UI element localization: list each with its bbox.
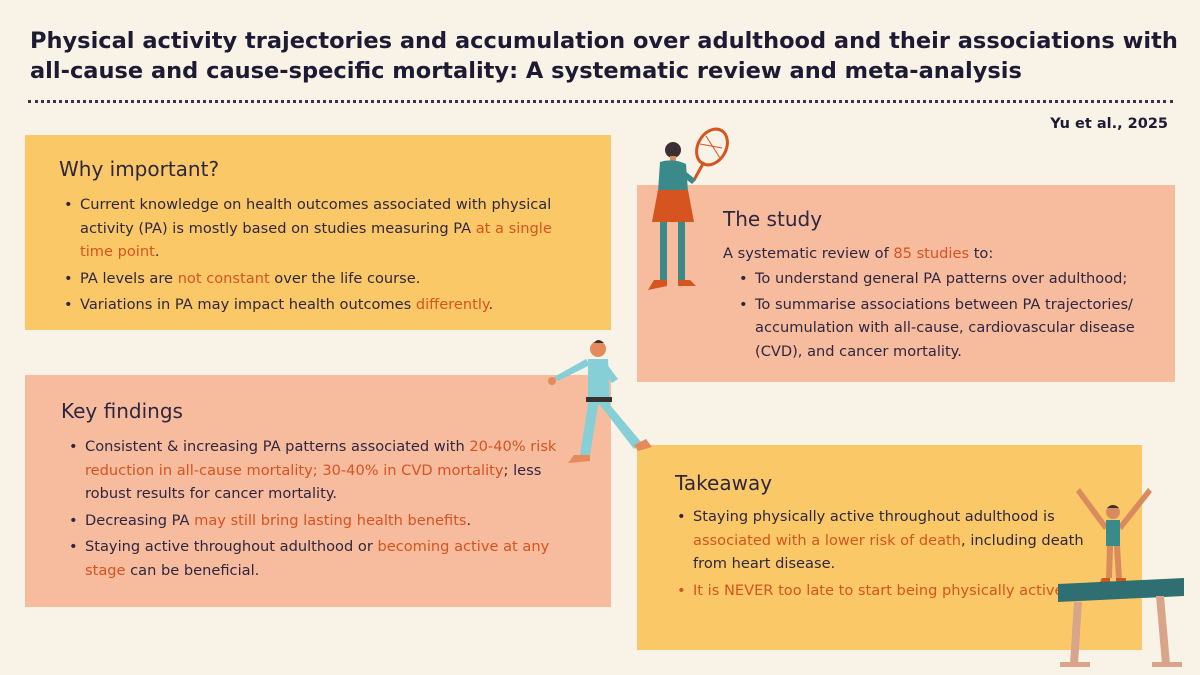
list-item: To summarise associations between PA tra… — [737, 293, 1143, 364]
gymnast-beam-figure — [1058, 488, 1184, 667]
takeaway-card: Takeaway Staying physically active throu… — [637, 445, 1142, 650]
key-findings-card: Key findings Consistent & increasing PA … — [25, 375, 611, 607]
list-item: Variations in PA may impact health outco… — [62, 293, 577, 317]
key-findings-heading: Key findings — [61, 399, 183, 423]
title-line-2: all-cause and cause-specific mortality: … — [30, 58, 1022, 84]
list-item: It is NEVER too late to start being phys… — [675, 579, 1102, 603]
list-item: Staying active throughout adulthood or b… — [67, 535, 581, 582]
key-findings-list: Consistent & increasing PA patterns asso… — [61, 435, 581, 582]
list-item: Consistent & increasing PA patterns asso… — [67, 435, 581, 506]
list-item: To understand general PA patterns over a… — [737, 267, 1143, 291]
the-study-card: The study A systematic review of 85 stud… — [637, 185, 1175, 382]
title-line-1: Physical activity trajectories and accum… — [30, 28, 1178, 54]
why-important-card: Why important? Current knowledge on heal… — [25, 135, 611, 330]
the-study-list: To understand general PA patterns over a… — [723, 267, 1143, 363]
the-study-heading: The study — [723, 207, 823, 231]
tennis-player-figure — [648, 127, 729, 290]
dotted-divider — [28, 100, 1173, 103]
list-item: Staying physically active throughout adu… — [675, 505, 1102, 576]
citation: Yu et al., 2025 — [1050, 116, 1168, 132]
karate-kick-figure — [548, 340, 652, 463]
the-study-lead: A systematic review of 85 studies to: — [723, 245, 994, 262]
list-item: Decreasing PA may still bring lasting he… — [67, 509, 581, 533]
takeaway-heading: Takeaway — [675, 471, 773, 495]
why-important-heading: Why important? — [59, 157, 220, 181]
takeaway-list: Staying physically active throughout adu… — [675, 505, 1102, 602]
why-important-list: Current knowledge on health outcomes ass… — [59, 193, 577, 317]
tennis-racket-icon — [692, 127, 729, 181]
page-title: Physical activity trajectories and accum… — [30, 26, 1180, 86]
list-item: Current knowledge on health outcomes ass… — [62, 193, 577, 264]
list-item: PA levels are not constant over the life… — [62, 267, 577, 291]
